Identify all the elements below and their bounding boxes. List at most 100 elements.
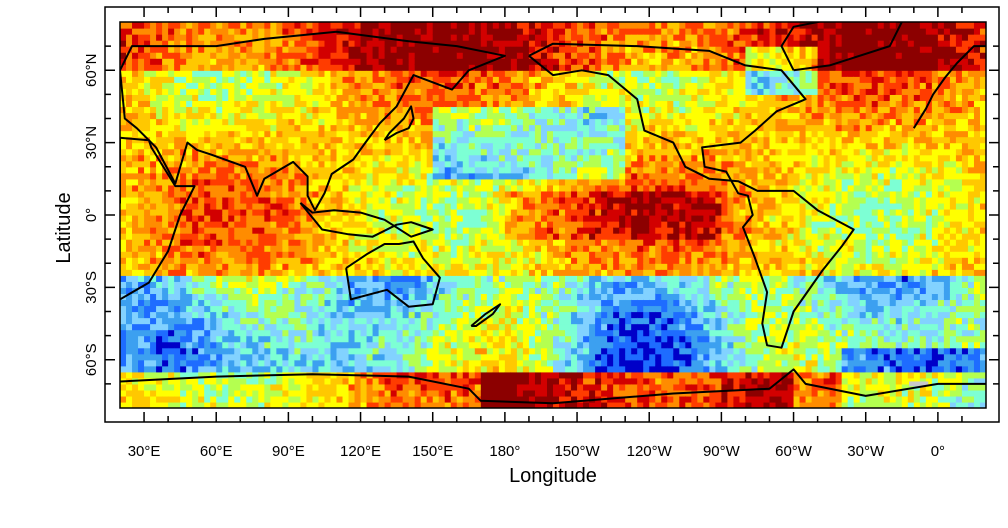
heatmap-cell (504, 329, 512, 337)
heatmap-cell (168, 281, 175, 288)
heatmap-cell (282, 329, 289, 337)
heatmap-cell (462, 76, 470, 83)
heatmap-cell (516, 52, 524, 59)
heatmap-cell (342, 359, 350, 367)
heatmap-cell (402, 40, 410, 47)
heatmap-cell (330, 100, 338, 108)
heatmap-cell (354, 329, 362, 337)
heatmap-cell (204, 160, 211, 168)
heatmap-cell (240, 94, 247, 102)
heatmap-cell (270, 305, 277, 313)
heatmap-cell (288, 281, 295, 288)
heatmap-cell (366, 70, 374, 77)
heatmap-cell (162, 371, 169, 379)
heatmap-cell (462, 148, 470, 156)
heatmap-cell (390, 347, 398, 355)
heatmap-cell (120, 353, 127, 361)
heatmap-cell (270, 239, 277, 246)
heatmap-cell (288, 112, 295, 120)
heatmap-cell (432, 208, 440, 216)
heatmap-cell (234, 323, 241, 331)
heatmap-cell (408, 208, 416, 216)
heatmap-cell (522, 287, 530, 295)
heatmap-cell (234, 293, 241, 301)
heatmap-cell (360, 383, 368, 391)
heatmap-cell (228, 287, 235, 295)
heatmap-cell (336, 142, 344, 150)
heatmap-cell (276, 329, 283, 337)
heatmap-cell (396, 251, 404, 258)
heatmap-cell (204, 142, 211, 150)
heatmap-cell (330, 347, 338, 355)
heatmap-cell (534, 172, 542, 180)
heatmap-cell (288, 233, 295, 240)
heatmap-cell (126, 58, 133, 65)
heatmap-cell (126, 251, 133, 258)
heatmap-cell (228, 52, 235, 59)
heatmap-cell (210, 202, 217, 210)
heatmap-cell (498, 64, 506, 71)
heatmap-cell (192, 221, 199, 228)
heatmap-cell (258, 341, 265, 349)
heatmap-cell (180, 335, 187, 343)
heatmap-cell (492, 269, 500, 276)
heatmap-cell (222, 40, 229, 47)
heatmap-cell (210, 263, 217, 270)
heatmap-cell (559, 275, 566, 282)
heatmap-cell (246, 178, 253, 186)
heatmap-cell (528, 178, 536, 186)
heatmap-cell (559, 251, 566, 258)
heatmap-cell (306, 281, 314, 288)
heatmap-cell (414, 52, 422, 59)
heatmap-cell (138, 142, 145, 150)
heatmap-cell (516, 136, 524, 144)
heatmap-cell (546, 208, 554, 216)
heatmap-cell (408, 34, 416, 41)
heatmap-cell (492, 172, 500, 180)
heatmap-cell (540, 190, 548, 198)
heatmap-cell (366, 341, 374, 349)
heatmap-cell (468, 371, 476, 379)
heatmap-cell (342, 142, 350, 150)
heatmap-cell (468, 257, 476, 264)
heatmap-cell (324, 341, 332, 349)
heatmap-cell (198, 112, 205, 120)
heatmap-cell (414, 251, 422, 258)
heatmap-cell (228, 94, 235, 102)
heatmap-cell (258, 76, 265, 83)
heatmap-cell (300, 172, 308, 180)
heatmap-cell (192, 130, 199, 138)
heatmap-cell (348, 112, 356, 120)
heatmap-cell (216, 130, 223, 138)
heatmap-cell (402, 281, 410, 288)
heatmap-cell (480, 22, 488, 29)
heatmap-cell (522, 365, 530, 373)
heatmap-cell (294, 112, 302, 120)
heatmap-cell (456, 269, 464, 276)
heatmap-cell (565, 299, 572, 307)
heatmap-cell (204, 245, 211, 252)
heatmap-cell (420, 377, 428, 385)
heatmap-cell (516, 82, 524, 89)
heatmap-cell (450, 275, 458, 282)
heatmap-cell (150, 184, 157, 192)
heatmap-cell (571, 263, 578, 270)
heatmap-cell (180, 184, 187, 192)
heatmap-cell (324, 94, 332, 102)
heatmap-cell (438, 341, 446, 349)
heatmap-cell (522, 329, 530, 337)
heatmap-cell (522, 281, 530, 288)
heatmap-cell (480, 341, 488, 349)
heatmap-cell (342, 40, 350, 47)
heatmap-cell (450, 395, 458, 403)
heatmap-cell (432, 190, 440, 198)
heatmap-cell (504, 317, 512, 325)
heatmap-cell (288, 401, 295, 408)
heatmap-cell (210, 58, 217, 65)
heatmap-cell (228, 323, 235, 331)
heatmap-cell (336, 34, 344, 41)
heatmap-cell (348, 401, 356, 408)
heatmap-cell (408, 46, 416, 53)
heatmap-cell (589, 389, 596, 397)
heatmap-cell (132, 148, 139, 156)
